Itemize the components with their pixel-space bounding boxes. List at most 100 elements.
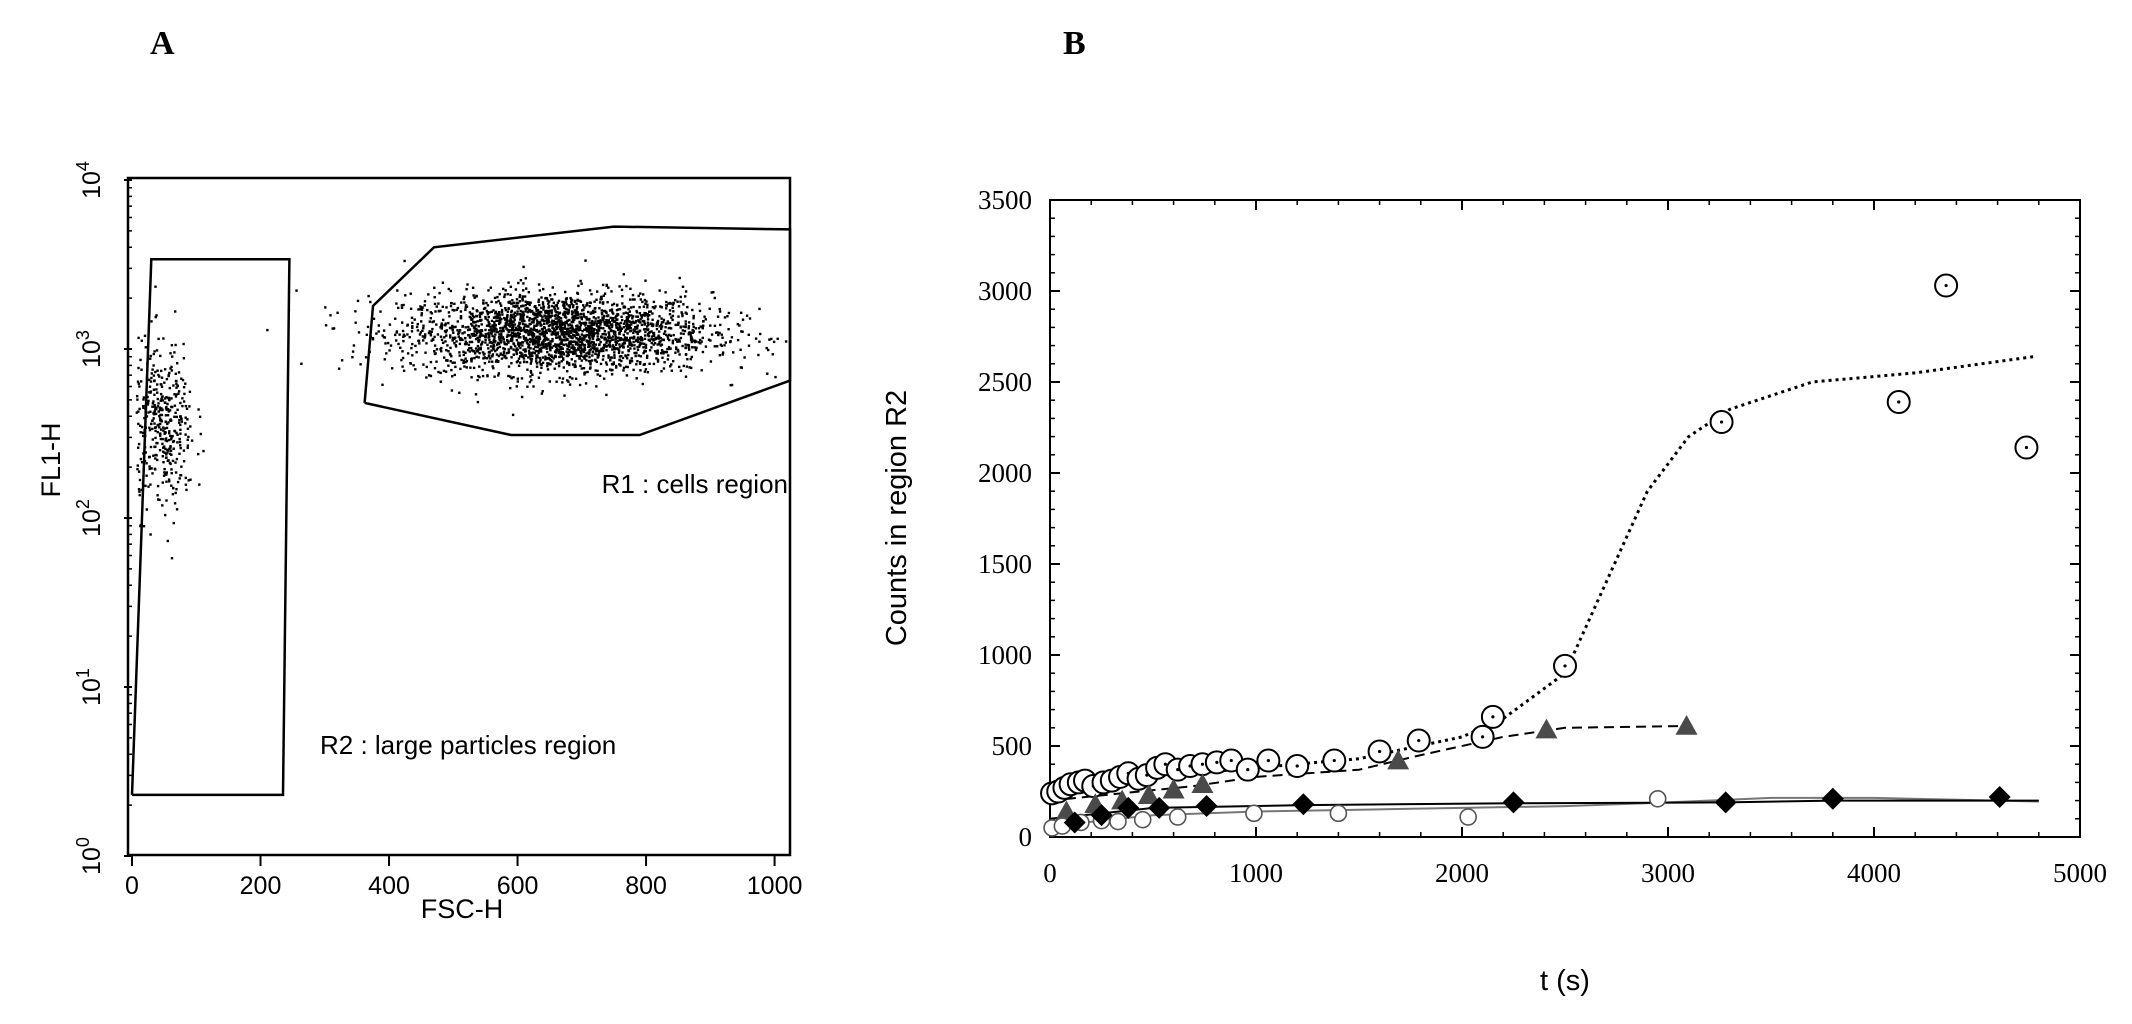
scatter-dot	[598, 349, 602, 353]
scatter-dot	[587, 345, 590, 348]
scatter-dot	[169, 367, 172, 370]
scatter-dot	[553, 367, 556, 370]
scatter-dot	[451, 339, 454, 342]
scatter-dot	[165, 396, 168, 399]
scatter-dot	[628, 310, 631, 313]
scatter-dot	[158, 408, 162, 412]
scatter-dot	[476, 309, 479, 313]
scatter-dot	[556, 343, 559, 347]
scatter-dot	[674, 323, 677, 327]
scatter-dot	[179, 428, 182, 431]
scatter-dot	[547, 356, 551, 360]
scatter-dot	[625, 316, 629, 320]
scatter-dot	[414, 368, 417, 371]
scatter-dot	[148, 378, 151, 382]
scatter-dot	[465, 305, 469, 308]
scatter-dot	[444, 322, 447, 325]
scatter-dot	[324, 324, 328, 327]
scatter-dot	[641, 319, 645, 323]
scatter-dot	[532, 311, 535, 315]
scatter-dot	[558, 355, 561, 359]
scatter-dot	[660, 306, 663, 309]
scatter-dot	[570, 320, 573, 324]
scatter-dot	[461, 324, 464, 328]
scatter-dot	[515, 352, 519, 356]
scatter-dot	[660, 317, 663, 320]
scatter-dot	[557, 364, 561, 368]
scatter-dot	[382, 336, 386, 339]
scatter-dot	[529, 369, 533, 373]
scatter-dot	[719, 323, 722, 327]
scatter-dot	[638, 306, 641, 309]
scatter-dot	[542, 319, 546, 323]
scatter-dot	[401, 321, 404, 324]
scatter-dot	[596, 330, 599, 333]
scatter-dot	[694, 348, 698, 352]
scatter-dot	[446, 344, 449, 347]
scatter-dot	[545, 311, 548, 314]
scatter-dot	[582, 355, 585, 359]
scatter-dot	[543, 339, 546, 342]
scatter-dot	[684, 346, 687, 350]
scatter-dot	[517, 357, 521, 360]
scatter-dot	[549, 349, 552, 352]
scatter-dot	[156, 405, 160, 408]
scatter-dot	[566, 328, 569, 331]
scatter-dot	[150, 372, 153, 375]
scatter-dot	[585, 304, 588, 307]
scatter-dot	[504, 343, 507, 346]
scatter-dot	[538, 343, 541, 347]
scatter-dot	[538, 313, 541, 316]
scatter-dot	[528, 352, 531, 355]
scatter-dot	[471, 324, 474, 327]
scatter-dot	[656, 358, 660, 361]
scatter-dot	[587, 359, 591, 363]
scatter-dot	[632, 328, 635, 331]
scatter-dot	[622, 305, 625, 308]
scatter-dot	[144, 484, 147, 487]
scatter-dot	[491, 346, 495, 349]
scatter-dot	[510, 313, 513, 317]
scatter-dot	[177, 390, 181, 393]
scatter-dot	[717, 333, 720, 337]
marker-filled-diamond	[1195, 795, 1218, 818]
scatter-dot	[173, 415, 176, 418]
scatter-dot	[587, 343, 591, 347]
scatter-dot	[181, 397, 184, 400]
scatter-dot	[547, 362, 550, 365]
scatter-dot	[747, 344, 751, 347]
scatter-dot	[507, 329, 511, 332]
scatter-dot	[545, 338, 549, 341]
scatter-dot	[546, 309, 549, 313]
scatter-dot	[179, 423, 182, 427]
scatter-dot	[598, 338, 601, 341]
scatter-dot	[609, 336, 613, 339]
scatter-dot	[671, 339, 675, 342]
scatter-dot	[492, 340, 495, 343]
scatter-dot	[474, 337, 478, 341]
scatter-dot	[433, 350, 436, 353]
scatter-dot	[163, 467, 166, 471]
scatter-dot	[447, 364, 450, 367]
scatter-dot	[558, 323, 562, 326]
scatter-dot	[517, 281, 520, 285]
scatter-dot	[595, 385, 598, 388]
scatter-dot	[544, 343, 548, 346]
scatter-dot	[566, 370, 569, 373]
scatter-dot	[603, 332, 606, 336]
scatter-dot	[595, 350, 598, 353]
scatter-dot	[667, 302, 670, 305]
scatter-dot	[666, 335, 669, 338]
scatter-dot	[517, 341, 520, 344]
scatter-dot	[486, 374, 489, 377]
scatter-dot	[148, 467, 151, 471]
scatter-dot	[528, 303, 531, 307]
scatter-dot	[502, 329, 505, 333]
scatter-dot	[600, 349, 603, 353]
scatter-dot	[166, 539, 169, 543]
scatter-dot	[176, 362, 179, 365]
scatter-dot	[550, 309, 554, 312]
scatter-dot	[182, 357, 186, 360]
scatter-dot	[493, 375, 496, 378]
scatter-dot	[567, 353, 570, 357]
